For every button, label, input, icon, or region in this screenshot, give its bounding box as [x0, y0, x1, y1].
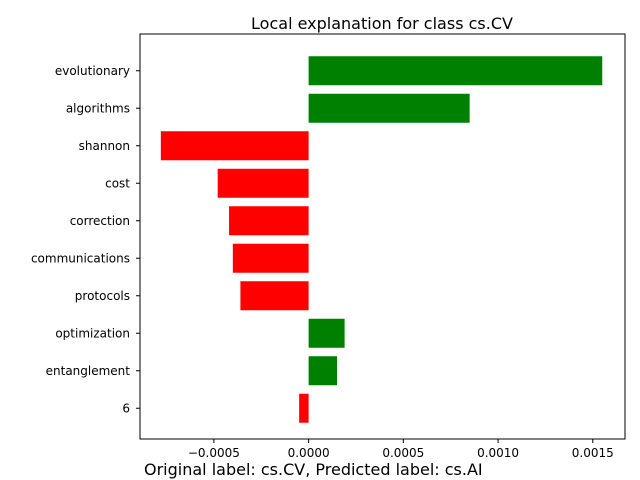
y-tick-label: communications: [31, 251, 130, 265]
x-tick-label: 0.0000: [288, 446, 330, 460]
y-tick-label: cost: [105, 176, 130, 190]
y-tick-label: algorithms: [66, 101, 130, 115]
x-tick-label: 0.0005: [382, 446, 424, 460]
y-tick-label: evolutionary: [55, 64, 130, 78]
x-tick-label: 0.0015: [572, 446, 614, 460]
chart-title: Local explanation for class cs.CV: [251, 14, 513, 33]
x-tick-label: 0.0010: [477, 446, 519, 460]
bar-group: [160, 56, 603, 423]
caption-text: Original label: cs.CV, Predicted label: …: [144, 460, 483, 479]
y-tick-label: protocols: [75, 289, 130, 303]
x-tick-label: −0.0005: [188, 446, 240, 460]
bar-communications: [232, 243, 309, 273]
bar-evolutionary: [308, 56, 603, 86]
y-tick-label: optimization: [55, 326, 130, 340]
bar-shannon: [160, 131, 309, 161]
x-axis: −0.0005 0.0000 0.0005 0.0010 0.0015: [188, 439, 614, 460]
y-axis: evolutionary algorithms shannon cost correct…: [31, 64, 140, 415]
bar-correction: [229, 206, 309, 236]
bar-algorithms: [308, 93, 470, 123]
bar-optimization: [308, 318, 345, 348]
plot-frame: [139, 33, 626, 440]
y-tick-label: entanglement: [46, 364, 131, 378]
bar-6: [299, 393, 309, 423]
y-tick-label: shannon: [79, 139, 130, 153]
bar-protocols: [240, 281, 309, 311]
y-tick-label: 6: [122, 401, 130, 415]
bar-cost: [217, 168, 309, 198]
bar-entanglement: [308, 356, 338, 386]
y-tick-label: correction: [70, 214, 130, 228]
